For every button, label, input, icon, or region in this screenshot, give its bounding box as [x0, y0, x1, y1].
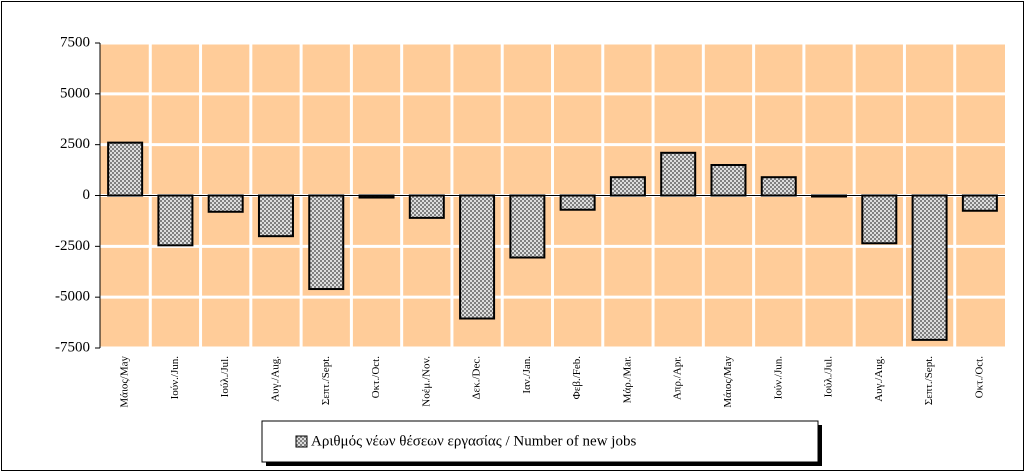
x-tick-label: Οκτ./Oct. [370, 356, 382, 399]
y-tick-label: 7500 [60, 34, 90, 50]
x-tick-label: Δεκ./Dec. [471, 356, 483, 400]
bar [509, 194, 546, 259]
legend-swatch [295, 435, 308, 448]
bar [760, 176, 797, 197]
x-tick-label: Μάρ./Mar. [621, 356, 633, 404]
x-tick-label: Απρ./Apr. [672, 356, 684, 400]
y-tick-label: -7500 [55, 339, 90, 355]
x-tick-label: Σεπτ./Sept. [320, 356, 332, 405]
legend-box [261, 420, 819, 463]
bar [961, 194, 998, 212]
x-tick-label: Οκτ./Oct. [973, 356, 985, 399]
x-tick-label: Ιούν./Jun. [169, 356, 181, 400]
bar [308, 194, 345, 291]
y-tick-label: -2500 [55, 238, 90, 254]
bar [257, 194, 294, 238]
x-tick-label: Ιούλ./Jul. [219, 356, 231, 398]
x-tick-label: Αυγ./Aug. [270, 356, 282, 402]
x-tick-label: Ιούν./Jun. [772, 356, 784, 400]
bar [358, 194, 395, 199]
bar [660, 151, 697, 197]
bar [861, 194, 898, 245]
bar [408, 194, 445, 219]
x-tick-label: Μάιος/May [119, 356, 131, 408]
bar [157, 194, 194, 247]
x-tick-label: Φεβ./Feb. [571, 356, 583, 400]
y-tick-label: 2500 [60, 136, 90, 152]
bar [811, 194, 848, 198]
x-tick-label: Σεπτ./Sept. [923, 356, 935, 405]
bar [710, 164, 747, 197]
bar [911, 194, 948, 341]
bar [559, 194, 596, 211]
bar [459, 194, 496, 320]
y-tick-label: 0 [83, 187, 91, 203]
y-tick-label: -5000 [55, 289, 90, 305]
x-tick-label: Αυγ./Aug. [873, 356, 885, 402]
x-tick-label: Μάιος/May [722, 356, 734, 408]
legend-label: Αριθμός νέων θέσεων εργασίας / Number of… [311, 433, 636, 449]
bar [207, 194, 244, 213]
x-tick-label: Νοέμ./Nov. [420, 356, 432, 407]
bar [107, 141, 144, 197]
x-tick-label: Ιαν./Jan. [521, 356, 533, 394]
bar [609, 176, 646, 197]
x-tick-label: Ιούλ./Jul. [823, 356, 835, 398]
y-tick-label: 5000 [60, 85, 90, 101]
